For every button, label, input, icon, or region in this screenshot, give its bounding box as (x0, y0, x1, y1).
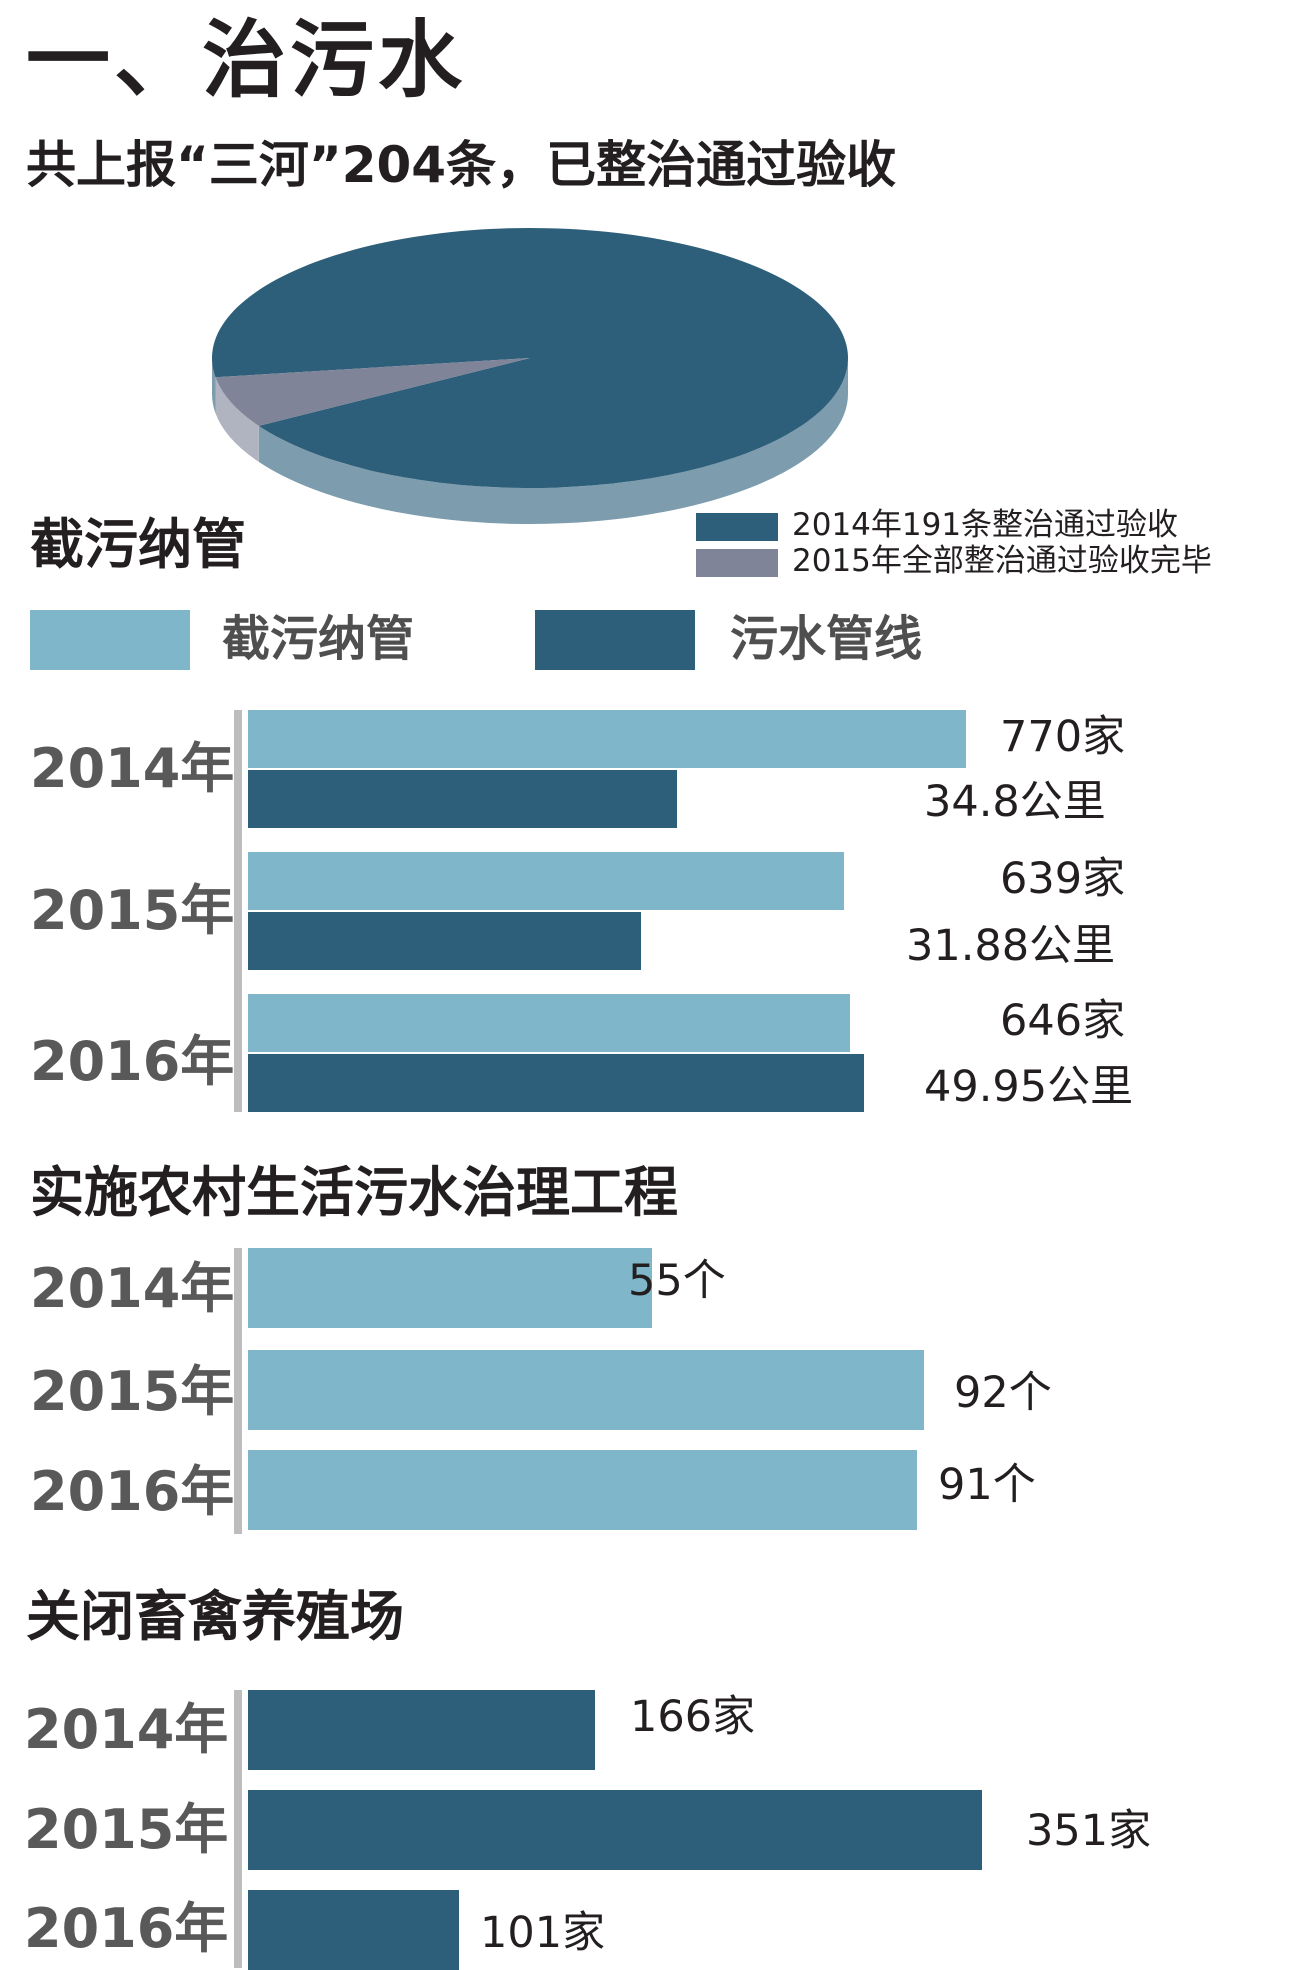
chart1-year-2015: 2015年 (30, 879, 235, 942)
pie-chart (212, 228, 849, 524)
chart3-label-2014: 166家 (630, 1692, 756, 1742)
chart1-axis-line (234, 710, 242, 1112)
chart1-year-2014: 2014年 (30, 737, 235, 800)
page-subtitle: 共上报“三河”204条，已整治通过验收 (26, 136, 897, 194)
pie-slice-2015 (215, 358, 530, 426)
chart3-axis-line (234, 1690, 242, 1968)
chart1-bar-2015-pipeline (248, 912, 642, 970)
chart1-year-2016: 2016年 (30, 1030, 235, 1093)
chart2-year-2015: 2015年 (30, 1360, 235, 1423)
chart1-bar-2016-pipeline (248, 1054, 864, 1112)
chart2-year-2014: 2014年 (30, 1257, 235, 1320)
pie-slice-2014 (212, 228, 848, 489)
chart1-bar-2014-pipeline (248, 770, 678, 828)
chart3-bar-2015 (248, 1790, 982, 1870)
chart3-bar-2014 (248, 1690, 596, 1770)
chart3-year-2016: 2016年 (24, 1897, 229, 1960)
pie-legend-label-1: 2014年191条整治通过验收 (792, 507, 1179, 543)
pie-legend-swatch-1 (696, 513, 778, 541)
chart2-bar-2016 (248, 1450, 917, 1530)
page-title: 一、治污水 (26, 11, 467, 109)
chart2-axis-line (234, 1248, 242, 1534)
chart2-label-2014: 55个 (628, 1256, 726, 1306)
chart1-label-2016-interception: 646家 (1000, 996, 1126, 1046)
pie-slice-2015-side (215, 377, 259, 462)
chart1-label-2014-pipeline: 34.8公里 (924, 777, 1106, 827)
chart3-label-2015: 351家 (1026, 1806, 1152, 1856)
chart3-year-2014: 2014年 (24, 1698, 229, 1761)
legend-label-dark: 污水管线 (730, 611, 923, 667)
chart2-year-2016: 2016年 (30, 1460, 235, 1523)
chart1-bar-2016-interception (248, 994, 851, 1052)
chart3-bar-2016 (248, 1890, 460, 1970)
chart1-bar-2015-interception (248, 852, 844, 910)
pie-slice-2014-side (212, 358, 216, 414)
pie-slice-2014-side (258, 358, 849, 524)
section-title-sewer: 截污纳管 (30, 513, 246, 576)
pie-legend-label-2: 2015年全部整治通过验收完毕 (792, 543, 1212, 579)
chart1-label-2014-interception: 770家 (1000, 712, 1126, 762)
chart2-label-2015: 92个 (954, 1368, 1052, 1418)
chart2-bar-2014 (248, 1248, 653, 1328)
chart1-label-2016-pipeline: 49.95公里 (924, 1062, 1134, 1112)
chart1-label-2015-interception: 639家 (1000, 854, 1126, 904)
chart1-bar-2014-interception (248, 710, 966, 768)
chart1-label-2015-pipeline: 31.88公里 (906, 921, 1116, 971)
legend-label-light: 截污纳管 (222, 611, 415, 667)
section-title-rural: 实施农村生活污水治理工程 (30, 1161, 678, 1224)
chart2-bar-2015 (248, 1350, 924, 1430)
chart3-label-2016: 101家 (480, 1908, 606, 1958)
pie-legend-swatch-2 (696, 549, 778, 577)
legend-swatch-dark (535, 610, 695, 670)
section-title-farms: 关闭畜禽养殖场 (26, 1585, 404, 1648)
chart2-label-2016: 91个 (938, 1460, 1036, 1510)
chart3-year-2015: 2015年 (24, 1798, 229, 1861)
legend-swatch-light (30, 610, 190, 670)
